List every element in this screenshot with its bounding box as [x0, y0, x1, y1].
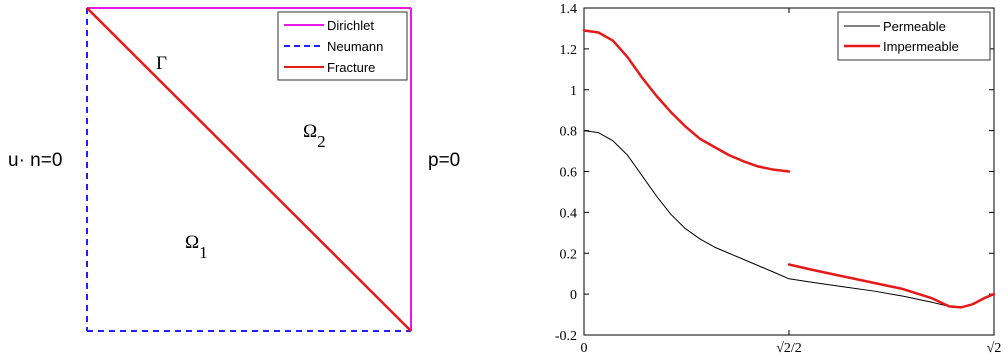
y-tick-label: 1.2 [560, 43, 578, 58]
legend-label-permeable: Permeable [883, 19, 946, 34]
y-tick-label: 1.4 [560, 2, 578, 17]
legend-label-impermeable: Impermeable [883, 39, 959, 54]
legend-label-dirichlet: Dirichlet [327, 18, 374, 33]
x-tick-label: √2/2 [776, 341, 802, 356]
series-layer [582, 29, 996, 309]
x-axis-ticks: 0 √2/2 √2 [581, 8, 1002, 356]
y-tick-label: 0.8 [560, 125, 578, 140]
y-axis-ticks: -0.2 0 0.2 0.4 0.6 0.8 1 1.2 1.4 [555, 2, 994, 344]
omega2-base: Ω [303, 121, 317, 142]
omega2-label: Ω2 [303, 121, 326, 151]
y-tick-label: 1 [570, 84, 577, 99]
line-chart: -0.2 0 0.2 0.4 0.6 0.8 1 1.2 1.4 0 √2/2 √2 Permeab… [555, 2, 1002, 356]
y-tick-label: 0.6 [560, 166, 578, 181]
legend-label-neumann: Neumann [327, 39, 383, 54]
domain-diagram: Dirichlet Neumann Fracture Γ Ω2 Ω1 u· n=… [8, 7, 460, 332]
fracture-line [86, 7, 412, 332]
fracture-label: Γ [156, 53, 167, 74]
boundary-label-right: p=0 [428, 150, 460, 171]
y-tick-label: 0.2 [560, 247, 578, 262]
x-tick-label: √2 [987, 341, 1002, 356]
series-line-impermeable-segment-1 [582, 29, 791, 173]
chart-legend-frame [837, 11, 991, 61]
y-tick-label: 0.4 [560, 206, 578, 221]
series-line-impermeable-segment-2 [787, 263, 996, 309]
diagram-legend: Dirichlet Neumann Fracture [277, 11, 408, 81]
omega1-label: Ω1 [185, 232, 208, 262]
y-tick-label: 0 [570, 288, 577, 303]
chart-legend: Permeable Impermeable [837, 11, 991, 61]
series-line-permeable-segment-1 [583, 130, 995, 308]
omega2-sub: 2 [317, 132, 326, 151]
omega1-base: Ω [185, 232, 199, 253]
y-tick-label: -0.2 [555, 329, 577, 344]
x-tick-label: 0 [581, 341, 588, 356]
omega1-sub: 1 [199, 243, 208, 262]
boundary-label-left: u· n=0 [8, 150, 62, 171]
legend-label-fracture: Fracture [327, 60, 375, 75]
